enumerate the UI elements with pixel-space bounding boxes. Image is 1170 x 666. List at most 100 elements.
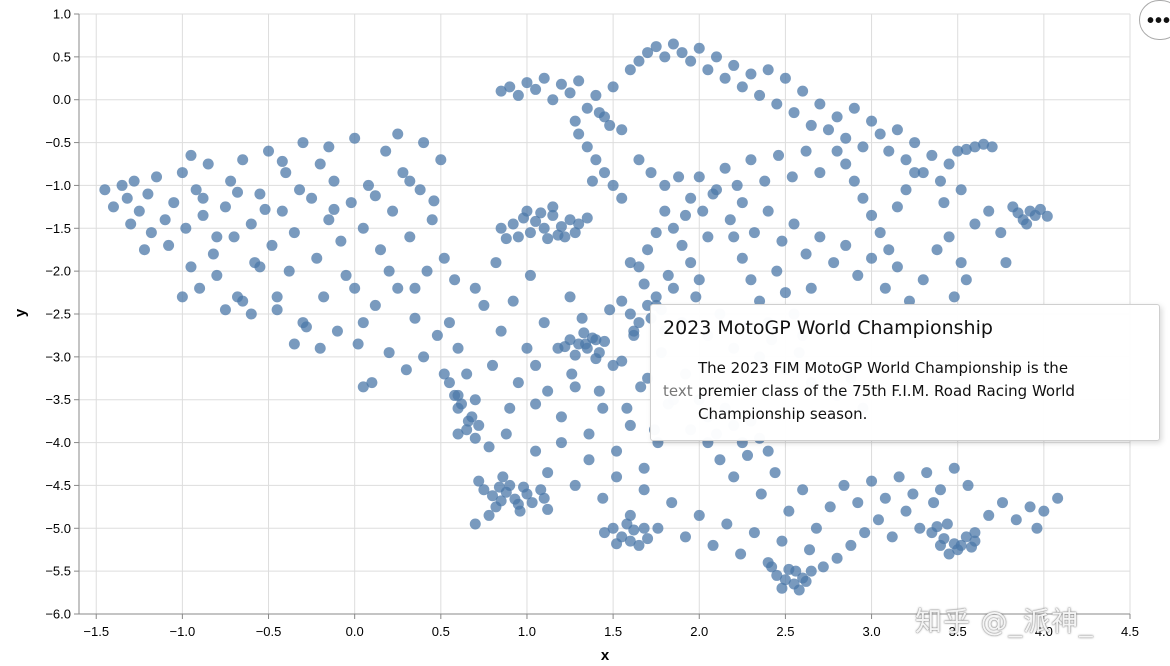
scatter-point[interactable]	[168, 197, 180, 209]
scatter-point[interactable]	[578, 327, 590, 339]
scatter-point[interactable]	[909, 137, 921, 149]
scatter-point[interactable]	[254, 261, 266, 273]
scatter-point[interactable]	[952, 145, 964, 157]
scatter-point[interactable]	[569, 349, 581, 361]
scatter-point[interactable]	[997, 497, 1009, 509]
scatter-point[interactable]	[228, 231, 240, 243]
scatter-point[interactable]	[581, 102, 593, 114]
scatter-point[interactable]	[512, 377, 524, 389]
scatter-point[interactable]	[357, 317, 369, 329]
scatter-point[interactable]	[786, 171, 798, 183]
scatter-point[interactable]	[335, 235, 347, 247]
scatter-point[interactable]	[581, 342, 593, 354]
scatter-point[interactable]	[783, 505, 795, 517]
scatter-point[interactable]	[530, 445, 542, 457]
scatter-point[interactable]	[349, 132, 361, 144]
scatter-point[interactable]	[736, 197, 748, 209]
scatter-point[interactable]	[495, 325, 507, 337]
scatter-point[interactable]	[866, 115, 878, 127]
scatter-point[interactable]	[271, 291, 283, 303]
scatter-point[interactable]	[590, 154, 602, 166]
scatter-point[interactable]	[667, 282, 679, 294]
scatter-point[interactable]	[628, 524, 640, 536]
scatter-point[interactable]	[263, 145, 275, 157]
scatter-point[interactable]	[435, 154, 447, 166]
scatter-point[interactable]	[590, 89, 602, 101]
scatter-point[interactable]	[593, 107, 605, 119]
scatter-point[interactable]	[693, 274, 705, 286]
scatter-point[interactable]	[926, 149, 938, 161]
scatter-point[interactable]	[771, 98, 783, 110]
scatter-point[interactable]	[207, 248, 219, 260]
scatter-point[interactable]	[754, 295, 766, 307]
scatter-point[interactable]	[710, 51, 722, 63]
scatter-point[interactable]	[599, 335, 610, 347]
scatter-point[interactable]	[538, 222, 550, 234]
scatter-point[interactable]	[917, 167, 929, 179]
scatter-point[interactable]	[642, 244, 654, 256]
scatter-point[interactable]	[969, 141, 981, 153]
scatter-point[interactable]	[943, 548, 955, 560]
scatter-point[interactable]	[542, 503, 554, 515]
scatter-point[interactable]	[362, 179, 374, 191]
scatter-point[interactable]	[345, 197, 357, 209]
scatter-point[interactable]	[917, 274, 929, 286]
scatter-point[interactable]	[564, 214, 576, 226]
scatter-point[interactable]	[483, 441, 495, 453]
scatter-point[interactable]	[874, 227, 886, 239]
scatter-point[interactable]	[995, 227, 1007, 239]
scatter-point[interactable]	[573, 218, 585, 230]
scatter-point[interactable]	[848, 175, 860, 187]
scatter-point[interactable]	[400, 364, 412, 376]
scatter-point[interactable]	[762, 205, 774, 217]
scatter-point[interactable]	[383, 265, 395, 277]
scatter-point[interactable]	[611, 471, 623, 483]
scatter-point[interactable]	[793, 584, 805, 596]
scatter-point[interactable]	[387, 205, 399, 217]
scatter-point[interactable]	[581, 212, 593, 224]
scatter-point[interactable]	[530, 398, 542, 410]
scatter-point[interactable]	[1021, 218, 1033, 230]
scatter-point[interactable]	[724, 214, 736, 226]
scatter-point[interactable]	[1052, 492, 1064, 504]
scatter-point[interactable]	[559, 231, 571, 243]
scatter-point[interactable]	[197, 209, 209, 221]
scatter-point[interactable]	[581, 141, 593, 153]
scatter-point[interactable]	[211, 231, 223, 243]
scatter-point[interactable]	[352, 338, 364, 350]
scatter-point[interactable]	[512, 231, 524, 243]
scatter-point[interactable]	[969, 535, 981, 547]
scatter-point[interactable]	[159, 214, 171, 226]
scatter-point[interactable]	[707, 188, 719, 200]
scatter-point[interactable]	[986, 141, 998, 153]
scatter-point[interactable]	[685, 257, 697, 269]
scatter-point[interactable]	[840, 239, 852, 251]
scatter-point[interactable]	[428, 195, 440, 207]
scatter-point[interactable]	[719, 162, 731, 174]
scatter-point[interactable]	[624, 509, 636, 521]
scatter-point[interactable]	[771, 265, 783, 277]
scatter-point[interactable]	[745, 274, 757, 286]
scatter-point[interactable]	[624, 419, 636, 431]
scatter-point[interactable]	[731, 179, 743, 191]
scatter-point[interactable]	[521, 342, 533, 354]
scatter-point[interactable]	[599, 167, 610, 179]
scatter-point[interactable]	[542, 233, 554, 245]
scatter-point[interactable]	[788, 218, 800, 230]
scatter-point[interactable]	[383, 347, 395, 359]
scatter-point[interactable]	[555, 411, 567, 423]
scatter-point[interactable]	[900, 505, 912, 517]
scatter-point[interactable]	[702, 64, 714, 76]
scatter-point[interactable]	[728, 231, 740, 243]
scatter-point[interactable]	[569, 479, 581, 491]
scatter-point[interactable]	[659, 179, 671, 191]
scatter-point[interactable]	[306, 192, 318, 204]
scatter-point[interactable]	[547, 94, 559, 106]
scatter-point[interactable]	[478, 484, 490, 496]
scatter-point[interactable]	[597, 402, 609, 414]
scatter-point[interactable]	[583, 428, 595, 440]
scatter-point[interactable]	[721, 518, 733, 530]
scatter-point[interactable]	[814, 98, 826, 110]
scatter-point[interactable]	[805, 282, 817, 294]
scatter-point[interactable]	[831, 145, 843, 157]
